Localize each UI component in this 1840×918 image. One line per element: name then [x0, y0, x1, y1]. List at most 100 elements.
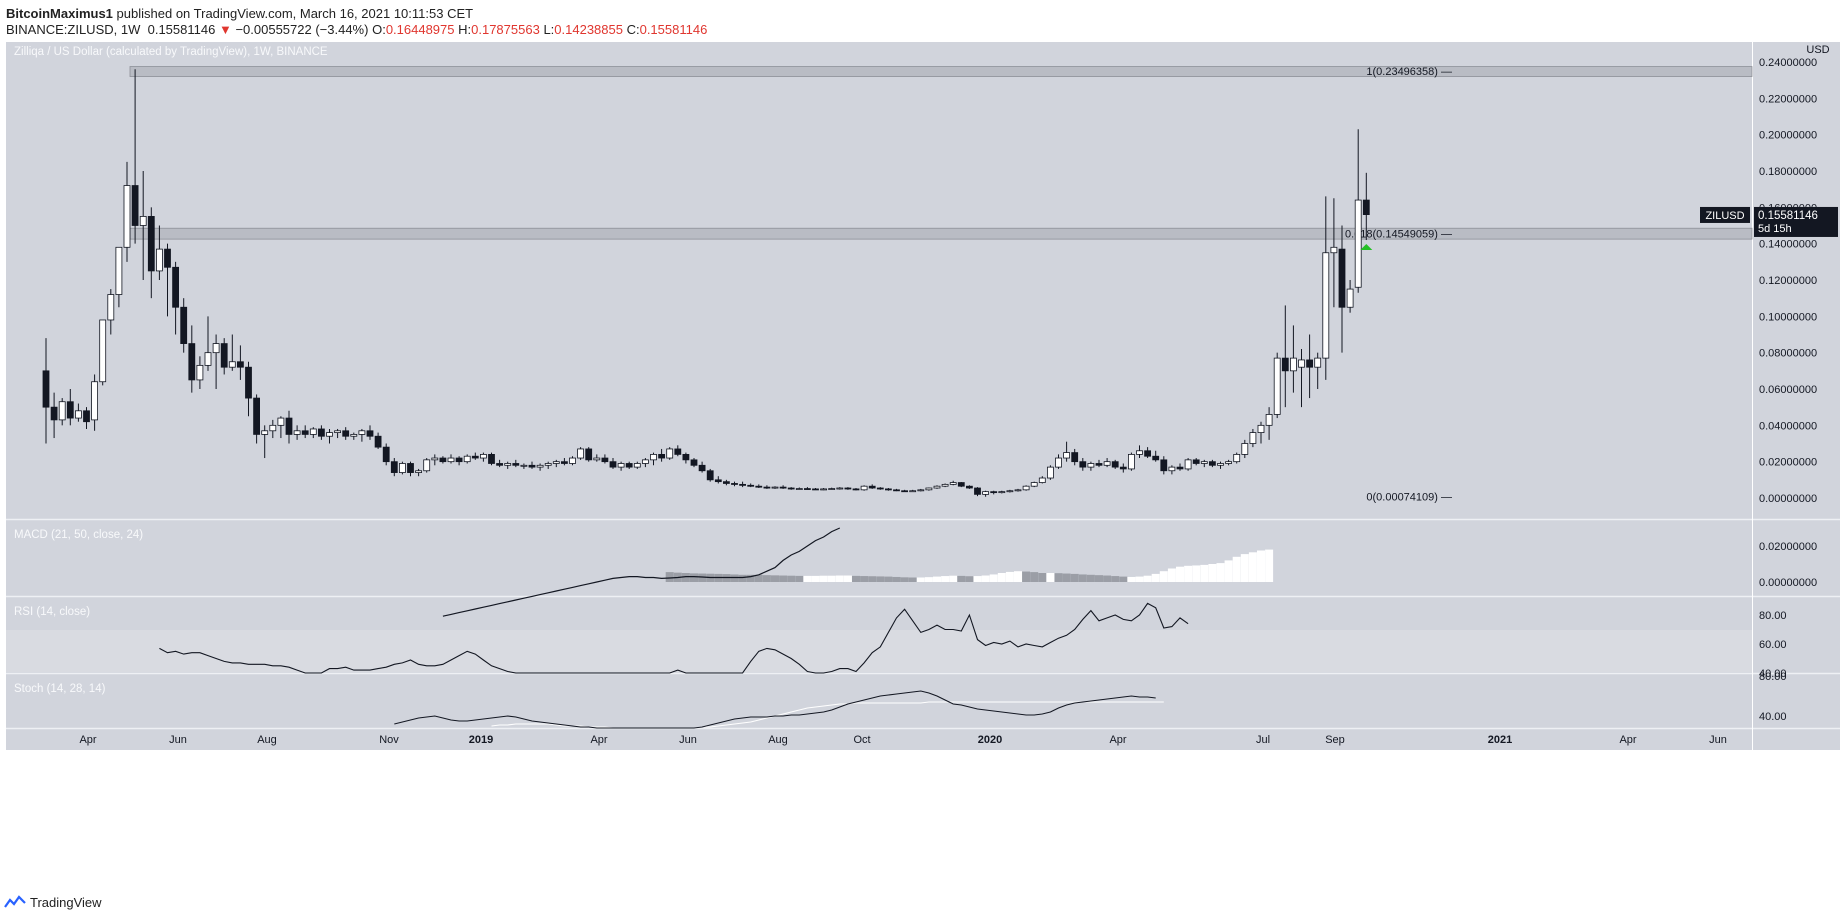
- candle: [1338, 248, 1346, 308]
- low-value: 0.14238855: [554, 22, 623, 37]
- candle: [91, 381, 98, 421]
- candle: [99, 319, 107, 383]
- candle: [1119, 466, 1127, 470]
- candle: [1087, 463, 1095, 468]
- rsi-y-tick-label: 80.00: [1759, 610, 1787, 622]
- candle: [261, 430, 269, 435]
- candle: [933, 485, 941, 489]
- candle: [1152, 455, 1160, 461]
- candle: [585, 448, 593, 461]
- candle: [714, 479, 722, 483]
- candle: [779, 486, 787, 489]
- candle: [1055, 457, 1062, 468]
- candle: [706, 470, 714, 481]
- chart-canvas[interactable]: 0.00000000 0.02000000 0.04000000 0.06000000…: [0, 42, 1840, 882]
- candle: [115, 246, 123, 295]
- macd-histogram-bar: [843, 575, 852, 582]
- candle: [682, 453, 690, 461]
- open-value: 0.16448975: [385, 22, 455, 37]
- candle: [196, 364, 204, 381]
- candle: [876, 487, 884, 490]
- macd-y-tick-label: 0.02000000: [1759, 541, 1817, 553]
- macd-histogram-bar: [730, 574, 739, 582]
- candle: [609, 461, 617, 468]
- candle: [1014, 489, 1022, 492]
- candle: [860, 485, 868, 491]
- time-axis-label: Apr: [79, 734, 96, 746]
- candle: [1103, 461, 1111, 466]
- candle: [155, 248, 163, 272]
- stoch-title: Stoch (14, 28, 14): [14, 683, 106, 695]
- candle: [269, 424, 277, 432]
- stoch-y-tick-label: 40.00: [1759, 711, 1787, 723]
- chart-title: Zilliqa / US Dollar (calculated by Tradi…: [14, 46, 328, 58]
- candle: [479, 453, 487, 459]
- brand-label[interactable]: TradingView: [30, 894, 102, 910]
- tradingview-logo-icon[interactable]: [4, 895, 26, 909]
- candle: [496, 463, 504, 466]
- macd-histogram-bar: [900, 577, 909, 582]
- candle: [747, 484, 755, 487]
- candle: [755, 485, 763, 488]
- candle: [471, 455, 479, 459]
- candle: [334, 430, 342, 433]
- candle: [1111, 461, 1119, 468]
- candle: [180, 306, 188, 344]
- candle: [739, 483, 746, 486]
- candle: [820, 488, 827, 491]
- fib-band-top: [129, 66, 1753, 77]
- macd-histogram-bar: [1248, 552, 1257, 582]
- main-y-tick-label: 0.22000000: [1759, 93, 1817, 105]
- candle: [204, 352, 212, 366]
- macd-histogram-bar: [949, 575, 958, 582]
- candle: [58, 401, 66, 421]
- macd-histogram-bar: [1038, 573, 1047, 582]
- candle: [536, 464, 544, 468]
- candle: [617, 463, 625, 468]
- candle: [342, 430, 350, 437]
- macd-histogram-bar: [989, 574, 998, 582]
- candle: [1241, 443, 1249, 455]
- macd-histogram-bar: [803, 575, 812, 582]
- candle: [925, 487, 933, 491]
- candle: [277, 417, 285, 426]
- candle: [1225, 461, 1232, 464]
- macd-histogram-bar: [835, 575, 844, 582]
- candle: [593, 457, 601, 461]
- candle: [885, 488, 892, 491]
- macd-histogram-bar: [1022, 571, 1031, 582]
- macd-histogram-bar: [941, 576, 950, 582]
- published-text: published on TradingView.com, March 16, …: [116, 6, 474, 21]
- macd-histogram-bar: [876, 576, 885, 582]
- macd-histogram-bar: [1216, 563, 1225, 582]
- candle: [893, 489, 900, 492]
- main-y-tick-label: 0.04000000: [1759, 420, 1817, 432]
- author-name[interactable]: BitcoinMaximus1: [6, 6, 113, 21]
- fib-level-label: 0(0.00074109) —: [1366, 492, 1452, 504]
- candle: [982, 491, 989, 495]
- candle: [398, 463, 406, 473]
- macd-histogram-bar: [1135, 576, 1144, 582]
- candle: [577, 448, 584, 459]
- macd-histogram-bar: [1176, 566, 1184, 582]
- candle: [455, 457, 463, 463]
- candle: [1144, 450, 1151, 457]
- time-axis-label: Aug: [768, 734, 788, 746]
- macd-histogram-bar: [1151, 573, 1160, 582]
- macd-histogram-bar: [957, 575, 966, 582]
- candle: [1281, 357, 1289, 372]
- macd-histogram-bar: [1103, 575, 1112, 582]
- candle: [66, 401, 74, 419]
- current-price: 0.15581146: [147, 22, 216, 37]
- time-axis-label: Aug: [257, 734, 277, 746]
- macd-histogram-bar: [1078, 574, 1087, 582]
- candle: [390, 461, 398, 473]
- price-axis-background[interactable]: [1752, 42, 1840, 750]
- candle: [1265, 414, 1273, 426]
- macd-histogram-bar: [1062, 573, 1071, 582]
- macd-histogram-bar: [787, 575, 796, 582]
- macd-histogram-bar: [981, 575, 990, 582]
- candle: [423, 459, 431, 472]
- candle: [528, 464, 536, 468]
- macd-histogram-bar: [746, 574, 755, 582]
